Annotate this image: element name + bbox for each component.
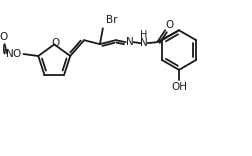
Text: O: O [165, 20, 173, 30]
Text: OH: OH [171, 82, 187, 92]
Text: O: O [0, 32, 8, 42]
Text: N: N [126, 37, 134, 47]
Text: N: N [140, 38, 147, 48]
Text: Br: Br [106, 15, 117, 25]
Text: O: O [12, 49, 21, 59]
Text: N: N [6, 49, 14, 59]
Text: O: O [51, 38, 59, 48]
Text: H: H [140, 30, 147, 40]
